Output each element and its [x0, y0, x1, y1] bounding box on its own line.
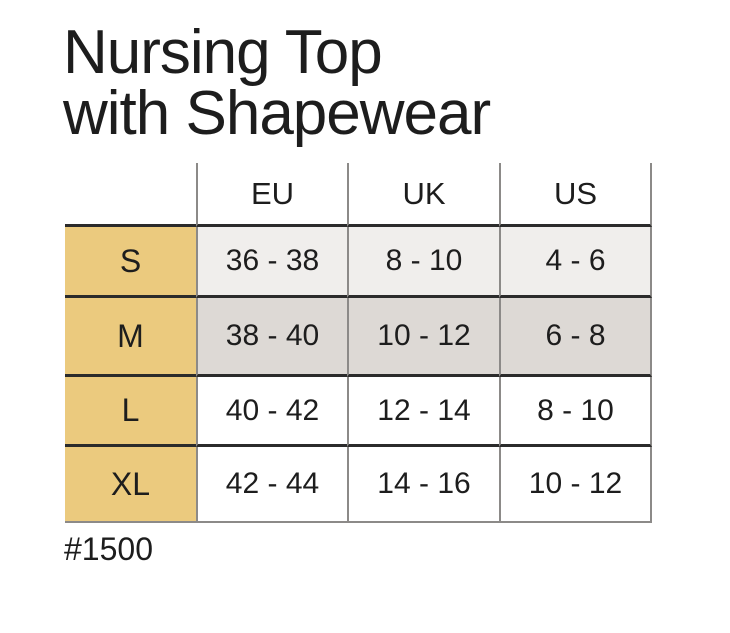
- cell-xl-uk: 14 - 16: [347, 447, 499, 523]
- cell-l-uk: 12 - 14: [347, 377, 499, 447]
- row-label-l: L: [65, 377, 196, 447]
- row-label-m: M: [65, 298, 196, 377]
- row-label-s: S: [65, 227, 196, 298]
- page-title: Nursing Top with Shapewear: [63, 18, 491, 148]
- size-chart-table: EU UK US S 36 - 38 8 - 10 4 - 6 M 38 - 4…: [65, 163, 652, 523]
- product-code: #1500: [64, 531, 153, 567]
- cell-m-uk: 10 - 12: [347, 298, 499, 377]
- cell-s-eu: 36 - 38: [196, 227, 347, 298]
- cell-m-eu: 38 - 40: [196, 298, 347, 377]
- column-header-uk: UK: [347, 163, 499, 227]
- cell-l-us: 8 - 10: [499, 377, 652, 447]
- cell-xl-eu: 42 - 44: [196, 447, 347, 523]
- corner-cell: [65, 163, 196, 227]
- page-title-line2: with Shapewear: [63, 79, 491, 148]
- column-header-eu: EU: [196, 163, 347, 227]
- row-label-xl: XL: [65, 447, 196, 523]
- cell-s-uk: 8 - 10: [347, 227, 499, 298]
- page-title-line1: Nursing Top: [63, 18, 383, 87]
- column-header-us: US: [499, 163, 652, 227]
- cell-s-us: 4 - 6: [499, 227, 652, 298]
- cell-l-eu: 40 - 42: [196, 377, 347, 447]
- cell-xl-us: 10 - 12: [499, 447, 652, 523]
- cell-m-us: 6 - 8: [499, 298, 652, 377]
